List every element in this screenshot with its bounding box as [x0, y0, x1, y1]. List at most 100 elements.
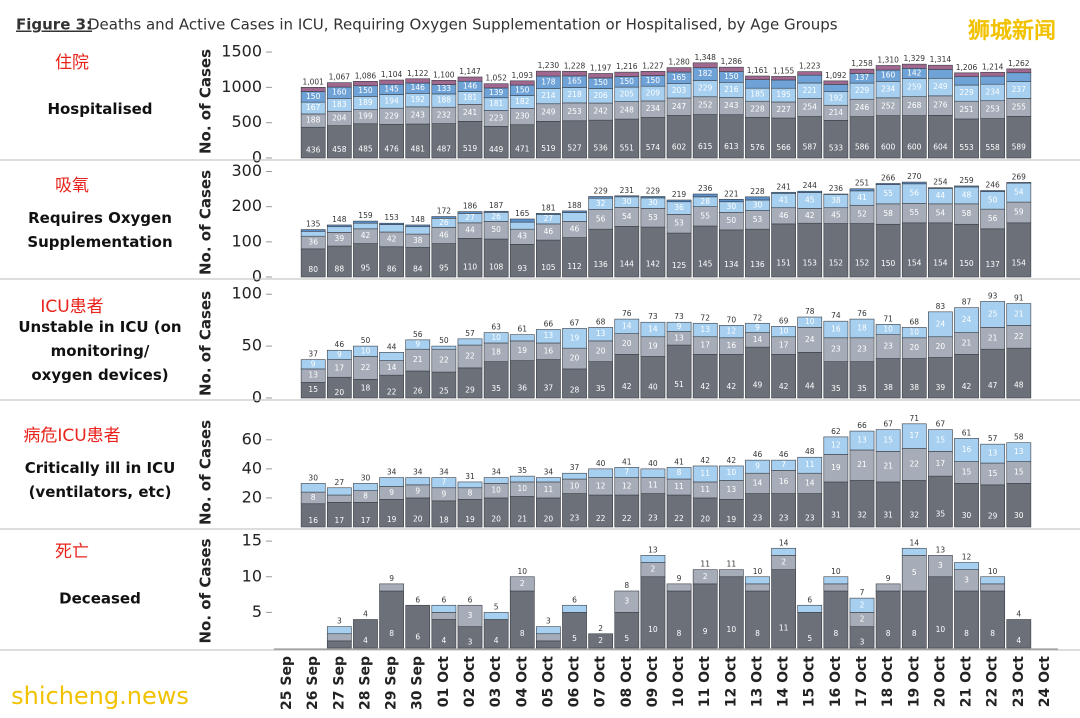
- segment-label: 14: [622, 321, 632, 330]
- bar-segment: [901, 480, 927, 528]
- y-tick-label: 100: [231, 284, 262, 303]
- total-label: 6: [572, 595, 577, 604]
- bar-segment: [718, 114, 744, 159]
- bar-segment: [379, 222, 404, 225]
- total-label: 9: [886, 574, 891, 583]
- bar-segment: [823, 223, 849, 278]
- bar-segment: [509, 221, 535, 230]
- total-label: 9: [389, 574, 394, 583]
- total-label: 57: [988, 434, 998, 443]
- segment-label: 50: [727, 216, 737, 225]
- segment-label: 17: [779, 341, 789, 350]
- segment-label: 95: [361, 264, 371, 273]
- x-tick-label: 16 Oct: [828, 656, 844, 708]
- bar-segment: [928, 555, 953, 578]
- segment-label: 2: [520, 579, 525, 588]
- bar-segment: [588, 327, 614, 342]
- segment-label: 2: [860, 615, 865, 624]
- total-label: 165: [515, 209, 530, 218]
- total-label: 1,286: [721, 57, 743, 66]
- total-label: 266: [881, 173, 896, 182]
- bar-segment: [562, 237, 587, 278]
- bar-segment: [431, 80, 457, 85]
- segment-label: 36: [674, 203, 684, 212]
- segment-label: 56: [988, 214, 998, 223]
- bar-segment: [745, 346, 770, 399]
- y-tick-label: 100: [231, 231, 262, 250]
- total-label: 3: [337, 617, 342, 626]
- total-label: 1,216: [616, 62, 638, 71]
- segment-label: 223: [489, 113, 504, 122]
- segment-label: 16: [962, 445, 972, 454]
- segment-label: 28: [570, 386, 580, 395]
- segment-label: 160: [881, 71, 896, 80]
- x-tick-label: 21 Oct: [959, 656, 975, 708]
- total-label: 4: [363, 610, 368, 619]
- total-label: 71: [909, 414, 919, 423]
- y-tick-label: 50: [242, 336, 262, 355]
- bar-segment: [666, 467, 692, 480]
- segment-label: 55: [909, 208, 919, 217]
- segment-label: 30: [753, 200, 763, 209]
- bar-segment: [928, 115, 953, 159]
- segment-label: 227: [776, 105, 791, 114]
- segment-label: 2: [781, 558, 786, 567]
- bar-segment: [379, 224, 404, 233]
- bar-segment: [849, 318, 875, 339]
- bar-segment: [823, 120, 849, 159]
- bar-segment: [954, 72, 979, 78]
- bar-segment: [901, 358, 927, 399]
- bar-segment: [1006, 442, 1032, 462]
- segment-label: 19: [727, 515, 737, 524]
- segment-label: 40: [648, 383, 658, 392]
- segment-label: 21: [883, 462, 893, 471]
- bar-segment: [326, 125, 352, 159]
- segment-label: 188: [306, 116, 321, 125]
- total-label: 48: [805, 447, 815, 456]
- bar-segment: [431, 604, 457, 613]
- bar-segment: [771, 79, 796, 89]
- segment-label: 20: [335, 388, 345, 397]
- bar-segment: [431, 123, 457, 159]
- bar-segment: [536, 497, 561, 528]
- bar-segment: [536, 213, 561, 215]
- x-tick-label: 18 Oct: [880, 656, 896, 708]
- segment-label: 35: [596, 384, 606, 393]
- segment-label: 20: [622, 339, 632, 348]
- total-label: 83: [936, 302, 946, 311]
- bar-segment: [980, 576, 1006, 585]
- bar-segment: [614, 71, 640, 77]
- segment-label: 3: [624, 597, 629, 606]
- segment-label: 42: [361, 231, 371, 240]
- bar-segment: [353, 501, 378, 528]
- bar-segment: [797, 190, 823, 193]
- bar-segment: [588, 228, 614, 278]
- bar-segment: [745, 196, 770, 201]
- segment-label: 536: [594, 144, 609, 153]
- panel-label-cn: ICU患者: [40, 297, 103, 317]
- segment-label: 27: [465, 213, 475, 222]
- segment-label: 587: [803, 143, 818, 152]
- total-label: 1,197: [590, 63, 612, 72]
- segment-label: 44: [805, 382, 815, 391]
- segment-label: 10: [805, 317, 815, 326]
- segment-label: 150: [881, 259, 896, 268]
- segment-label: 216: [724, 85, 739, 94]
- segment-label: 150: [358, 86, 373, 95]
- x-tick-label: 09 Oct: [645, 656, 661, 708]
- x-tick-label: 02 Oct: [462, 656, 478, 708]
- segment-label: 16: [779, 477, 789, 486]
- y-axis-title: No. of Cases: [197, 170, 215, 275]
- segment-label: 25: [439, 387, 449, 396]
- bar-segment: [536, 640, 561, 649]
- total-label: 37: [308, 350, 318, 359]
- bar-segment: [536, 477, 561, 483]
- bar-segment: [823, 361, 849, 399]
- bar-segment: [588, 73, 614, 79]
- segment-label: 13: [1014, 447, 1024, 456]
- bar-segment: [405, 497, 431, 528]
- bar-segment: [562, 368, 587, 399]
- bar-segment: [823, 320, 849, 339]
- total-label: 231: [620, 186, 635, 195]
- y-axis-title: No. of Cases: [197, 538, 215, 643]
